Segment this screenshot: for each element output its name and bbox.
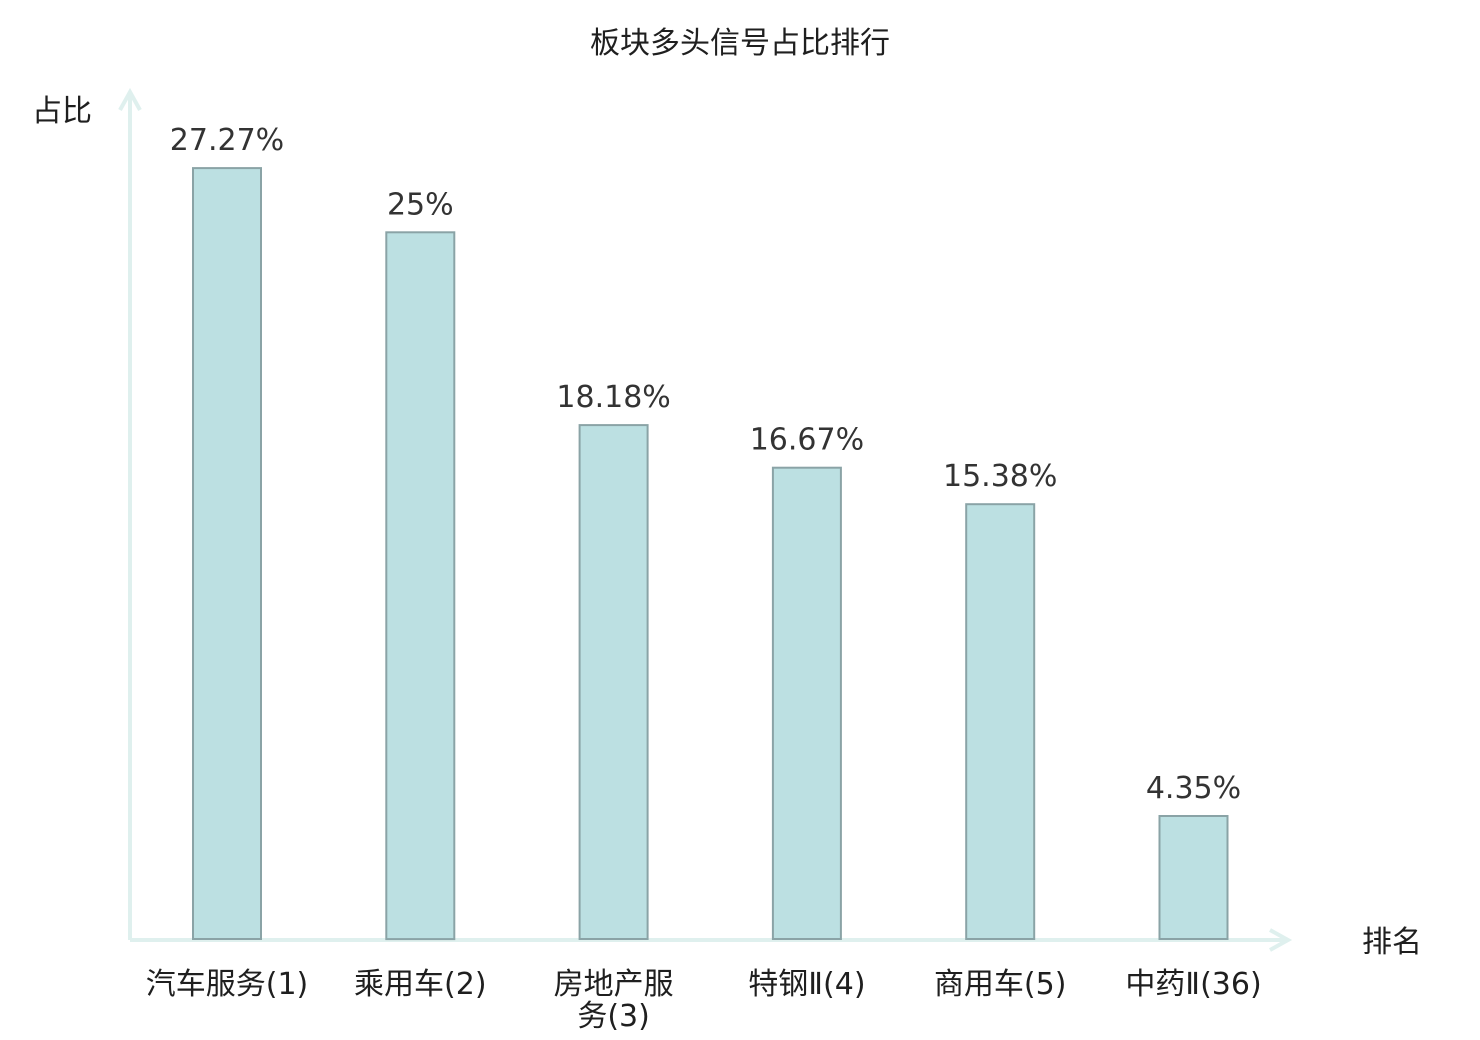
category-label: 汽车服务(1)	[146, 967, 309, 1002]
bar-value-label: 18.18%	[556, 380, 670, 415]
y-axis-arrow	[118, 87, 142, 111]
bar	[192, 167, 262, 941]
category-label: 中药Ⅱ(36)	[1125, 967, 1261, 1002]
bar	[1158, 815, 1229, 940]
x-axis-arrow	[1269, 928, 1293, 952]
bar	[771, 466, 842, 940]
bar	[965, 503, 1036, 940]
bar	[385, 231, 456, 941]
category-label: 特钢Ⅱ(4)	[748, 967, 865, 1002]
bar-value-label: 15.38%	[943, 459, 1057, 494]
value-labels-layer: 27.27% 25% 18.18% 16.67% 15.38% 4.35%	[170, 123, 1241, 806]
axes	[118, 87, 1293, 952]
y-axis-label: 占比	[32, 94, 92, 129]
category-label: 务(3)	[577, 999, 650, 1034]
category-label: 商用车(5)	[934, 967, 1067, 1002]
chart-title: 板块多头信号占比排行	[590, 26, 890, 61]
bar-value-label: 4.35%	[1146, 771, 1241, 806]
bar-value-label: 25%	[387, 187, 454, 222]
category-label: 乘用车(2)	[354, 967, 487, 1002]
category-label: 房地产服	[554, 967, 674, 1002]
bar	[578, 424, 649, 941]
bar-value-label: 16.67%	[750, 423, 864, 458]
x-axis-label: 排名	[1362, 925, 1422, 960]
bars-layer	[192, 167, 1229, 941]
bar-value-label: 27.27%	[170, 123, 284, 158]
